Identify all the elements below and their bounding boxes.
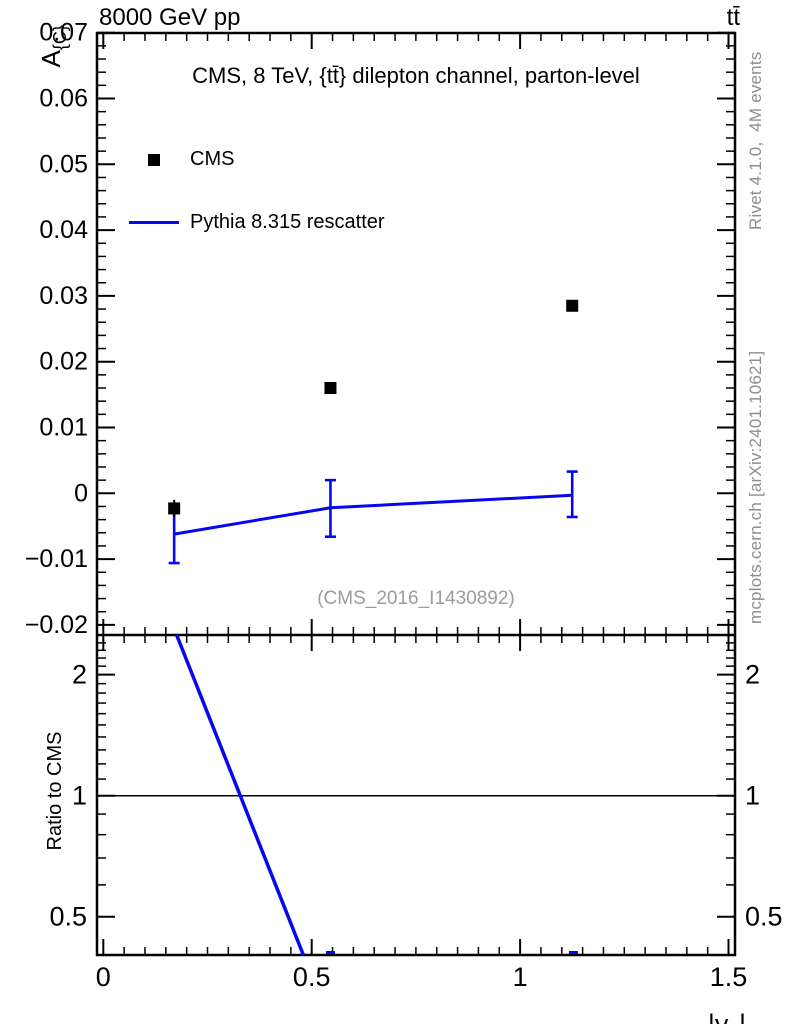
svg-text:0: 0: [96, 962, 111, 992]
x-axis-title-post: |: [738, 1009, 746, 1024]
legend: CMS Pythia 8.315 rescatter: [129, 110, 385, 272]
svg-text:−0.01: −0.01: [25, 545, 88, 573]
ratio-y-tick-labels: 2 2 1 1 0.5 0.5: [49, 660, 782, 932]
pythia-series: [168, 470, 578, 565]
y-axis-title: A{C}: [5, 20, 70, 100]
svg-text:0.07: 0.07: [39, 19, 88, 47]
legend-label-pythia: Pythia 8.315 rescatter: [190, 211, 385, 233]
svg-text:0.5: 0.5: [49, 902, 87, 932]
svg-text:1.5: 1.5: [710, 962, 748, 992]
svg-text:2: 2: [745, 660, 760, 690]
svg-text:0.01: 0.01: [39, 414, 88, 442]
svg-text:0.5: 0.5: [293, 962, 331, 992]
legend-item-cms: CMS: [129, 146, 385, 173]
beam-energy-title: 8000 GeV pp: [99, 4, 241, 31]
analysis-watermark: (CMS_2016_I1430892): [317, 588, 515, 609]
pythia-line: [173, 493, 573, 536]
legend-label-cms: CMS: [190, 148, 235, 170]
svg-text:−0.02: −0.02: [25, 611, 88, 639]
main-y-tick-labels: 0.07 0.06 0.05 0.04 0.03 0.02 0.01 0 −0.01 −0.02: [25, 19, 88, 639]
x-axis-title-pre: |y: [707, 1009, 729, 1024]
process-title: tt̄: [726, 4, 740, 31]
svg-text:2: 2: [72, 660, 87, 690]
svg-text:1: 1: [745, 781, 760, 811]
pythia-line-swatch: [129, 221, 179, 224]
generator-version-note: Rivet 4.1.0, 4M events: [746, 51, 765, 230]
cms-marker: [324, 382, 337, 395]
svg-text:0.5: 0.5: [745, 902, 783, 932]
x-ticks: [102, 33, 730, 955]
svg-text:1: 1: [513, 962, 528, 992]
ratio-y-ticks: [97, 642, 735, 918]
legend-item-pythia: Pythia 8.315 rescatter: [129, 209, 385, 236]
plot-title: CMS, 8 TeV, {tt̄} dilepton channel, part…: [192, 63, 640, 88]
svg-text:0.02: 0.02: [39, 348, 88, 376]
x-tick-labels: 0 0.5 1 1.5: [96, 962, 747, 992]
svg-text:0: 0: [74, 479, 88, 507]
svg-text:0.05: 0.05: [39, 150, 88, 178]
ratio-y-axis-title: Ratio to CMS: [44, 731, 66, 851]
svg-text:1: 1: [72, 781, 87, 811]
mcplots-reference-note: mcplots.cern.ch [arXiv:2401.10621]: [746, 350, 765, 624]
x-axis-title: |ytt̄|: [678, 978, 746, 1024]
main-y-ticks: [97, 31, 735, 626]
cms-marker: [566, 299, 579, 312]
cms-marker-swatch: [129, 153, 179, 166]
cms-series: [168, 299, 579, 517]
cms-marker: [168, 502, 181, 515]
y-axis-title-subscript: {C}: [50, 25, 70, 51]
svg-text:0.04: 0.04: [39, 216, 88, 244]
y-axis-title-main: A: [36, 50, 66, 68]
svg-text:0.06: 0.06: [39, 85, 88, 113]
ratio-line: [175, 634, 578, 956]
svg-text:0.03: 0.03: [39, 282, 88, 310]
